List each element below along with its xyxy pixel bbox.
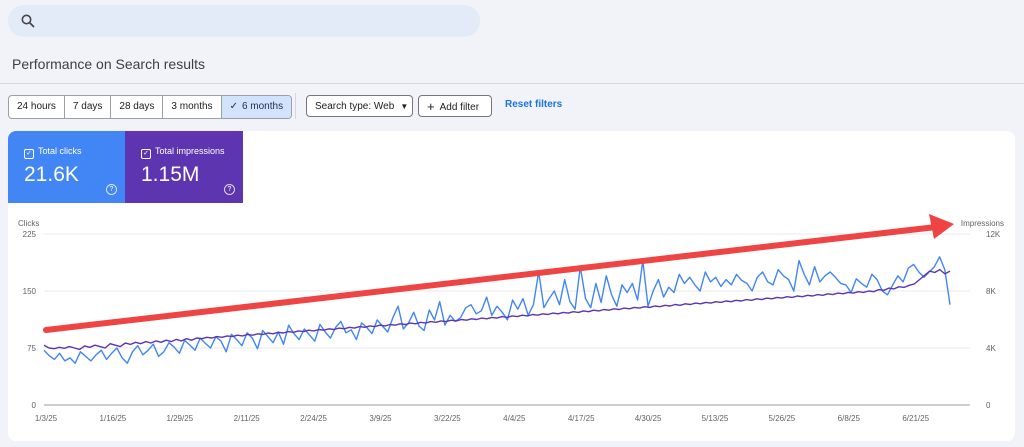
performance-chart: 0 75 150 225 0 4K 8K 12K Clicks Impressions 1/3/25…	[18, 214, 1004, 423]
right-tick-label: 4K	[986, 344, 996, 353]
left-tick-label: 75	[27, 344, 36, 353]
date-range-selector: 24 hours 7 days 28 days 3 months ✓ 6 mont…	[8, 95, 293, 119]
help-icon[interactable]: ?	[224, 184, 235, 195]
left-tick-label: 150	[23, 287, 37, 296]
x-tick-label: 2/11/25	[234, 414, 261, 423]
performance-chart-card: 0 75 150 225 0 4K 8K 12K Clicks Impressions 1/3/25…	[8, 131, 1015, 441]
total-impressions-value: 1.15M	[141, 163, 200, 186]
metric-total-clicks[interactable]: ✓ Total clicks 21.6K ?	[8, 131, 125, 203]
range-24-hours[interactable]: 24 hours	[9, 96, 65, 118]
x-tick-label: 3/22/25	[434, 414, 461, 423]
search-bar[interactable]	[8, 5, 480, 37]
page-title: Performance on Search results	[12, 56, 205, 72]
x-tick-label: 5/26/25	[769, 414, 796, 423]
left-tick-label: 0	[32, 401, 37, 410]
search-type-dropdown[interactable]: Search type: Web ▼	[306, 95, 413, 117]
series-line-clicks	[43, 256, 951, 364]
right-axis-label: Impressions	[961, 219, 1004, 228]
x-tick-label: 4/30/25	[635, 414, 662, 423]
right-tick-label: 8K	[986, 287, 996, 296]
search-icon	[21, 14, 35, 28]
left-tick-label: 225	[23, 230, 37, 239]
reset-filters-link[interactable]: Reset filters	[505, 99, 563, 110]
checkbox-checked-icon: ✓	[141, 149, 151, 159]
plus-icon: +	[427, 99, 435, 114]
range-28-days[interactable]: 28 days	[111, 96, 164, 118]
trend-arrow-head	[929, 214, 954, 239]
checkbox-checked-icon: ✓	[24, 149, 34, 159]
metric-total-impressions[interactable]: ✓ Total impressions 1.15M ?	[125, 131, 243, 203]
x-tick-label: 4/17/25	[568, 414, 595, 423]
x-tick-label: 6/21/25	[902, 414, 929, 423]
left-axis-label: Clicks	[18, 219, 39, 228]
add-filter-button[interactable]: + Add filter	[418, 95, 492, 117]
x-tick-label: 3/9/25	[369, 414, 392, 423]
caret-down-icon: ▼	[400, 102, 409, 111]
x-tick-label: 1/3/25	[35, 414, 58, 423]
x-tick-label: 4/4/25	[503, 414, 526, 423]
x-tick-label: 2/24/25	[300, 414, 327, 423]
range-7-days[interactable]: 7 days	[65, 96, 112, 118]
header-divider	[0, 83, 1024, 84]
checkmark-icon: ✓	[229, 101, 238, 112]
range-3-months[interactable]: 3 months	[163, 96, 222, 118]
range-6-months[interactable]: ✓ 6 months	[221, 96, 292, 118]
x-tick-label: 6/8/25	[838, 414, 861, 423]
series-line-impressions	[43, 268, 951, 351]
total-clicks-value: 21.6K	[24, 163, 79, 186]
trend-arrow-shaft	[43, 224, 939, 333]
filter-divider	[295, 93, 296, 119]
help-icon[interactable]: ?	[106, 184, 117, 195]
right-tick-label: 0	[986, 401, 991, 410]
x-tick-label: 5/13/25	[702, 414, 729, 423]
x-tick-label: 1/29/25	[166, 414, 193, 423]
right-tick-label: 12K	[986, 230, 1001, 239]
x-tick-label: 1/16/25	[100, 414, 127, 423]
